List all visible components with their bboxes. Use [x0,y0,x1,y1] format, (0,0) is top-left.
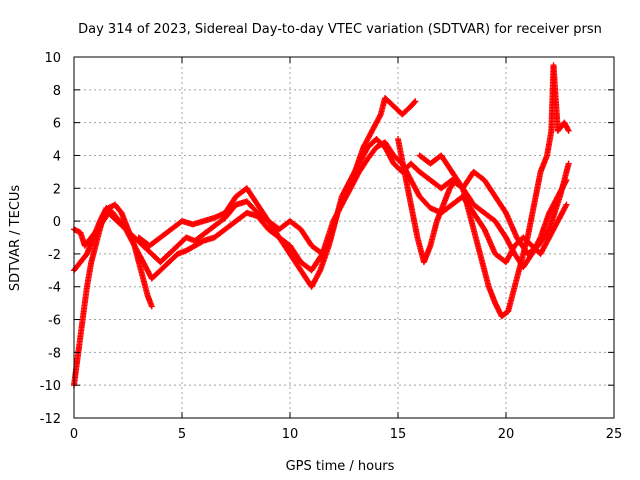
x-axis-label: GPS time / hours [286,459,395,474]
x-tick-label: 0 [70,427,78,442]
y-tick-label: -2 [48,248,61,263]
x-tick-label: 5 [178,427,186,442]
y-tick-label: -6 [48,314,61,329]
data-point [565,127,572,134]
data-point [565,160,572,167]
x-tick-label: 25 [606,427,623,442]
y-tick-label: -10 [40,379,61,394]
x-tick-label: 10 [282,427,299,442]
y-tick-label: -4 [48,281,61,296]
y-tick-label: 2 [53,182,61,197]
plot-frame [73,56,615,419]
y-tick-label: -12 [40,412,61,427]
data-points [71,62,572,389]
y-tick-label: 6 [53,117,61,132]
data-point [563,201,570,208]
y-tick-label: -8 [48,346,61,361]
y-tick-label: 8 [53,84,61,99]
x-tick-label: 20 [498,427,515,442]
y-axis-label: SDTVAR / TECUs [8,185,23,292]
x-tick-label: 15 [390,427,407,442]
y-tick-label: 10 [44,51,61,66]
y-tick-label: 4 [53,149,61,164]
axis-ticks: 0 5 10 15 20 25 -12 -10 -8 -6 -4 -2 0 2 4 6 8 10 [40,51,623,442]
chart-title: Day 314 of 2023, Sidereal Day-to-day VTE… [78,22,602,37]
y-tick-label: 0 [53,215,61,230]
data-point [411,99,418,106]
data-point [148,303,155,310]
data-point [412,98,419,105]
